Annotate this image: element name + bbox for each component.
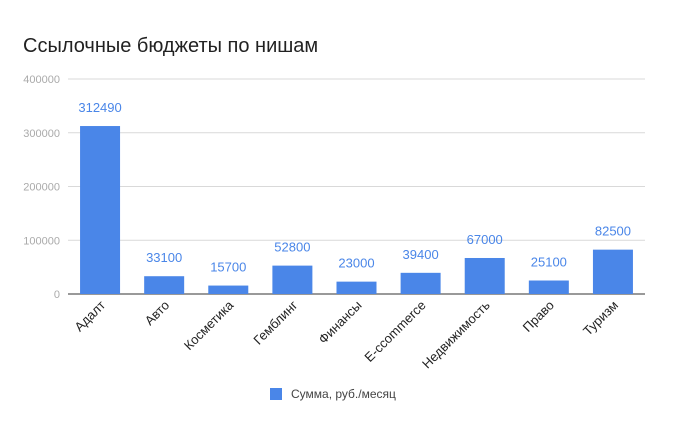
data-label: 39400	[403, 247, 439, 262]
data-label: 52800	[274, 240, 310, 255]
legend: Сумма, руб./месяц	[270, 387, 396, 401]
data-label: 82500	[595, 224, 631, 239]
bar	[144, 276, 185, 294]
data-label: 25100	[531, 255, 567, 270]
x-tick-label: Финансы	[315, 298, 364, 347]
bar	[80, 126, 121, 295]
bar	[464, 257, 505, 294]
x-tick-label: Авто	[142, 298, 173, 329]
x-tick-label: Недвижимость	[419, 297, 493, 371]
data-label: 23000	[338, 256, 374, 271]
data-label: 312490	[78, 100, 121, 115]
legend-label: Сумма, руб./месяц	[291, 387, 396, 401]
bar	[592, 249, 633, 294]
x-tick-label: Косметика	[181, 297, 237, 353]
data-label: 15700	[210, 260, 246, 275]
x-tick-label: Адалт	[71, 297, 108, 334]
chart-title: Ссылочные бюджеты по нишам	[23, 35, 319, 57]
x-tick-label: Право	[520, 298, 557, 335]
bar	[528, 280, 569, 294]
y-tick-label: 400000	[23, 74, 60, 86]
x-tick-label: E-ccommerce	[361, 298, 428, 365]
y-tick-label: 0	[54, 289, 60, 301]
x-tick-label: Туризм	[580, 297, 621, 338]
x-tick-label: Гемблинг	[250, 297, 300, 347]
bar	[336, 281, 377, 294]
y-tick-label: 300000	[23, 128, 60, 140]
data-label: 33100	[146, 250, 182, 265]
data-label: 67000	[467, 232, 503, 247]
y-tick-label: 100000	[23, 235, 60, 247]
legend-swatch	[270, 388, 282, 400]
bar	[400, 272, 441, 294]
bar	[208, 285, 249, 294]
y-tick-label: 200000	[23, 182, 60, 194]
bar	[272, 265, 313, 294]
